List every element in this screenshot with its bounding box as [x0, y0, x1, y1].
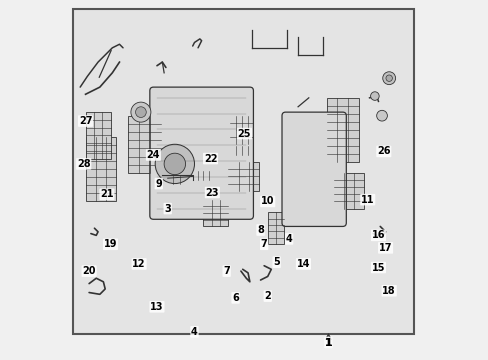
Circle shape: [135, 107, 146, 117]
Text: 17: 17: [378, 243, 391, 253]
Text: 27: 27: [79, 116, 92, 126]
Bar: [333, 173, 364, 208]
Text: 16: 16: [371, 230, 385, 240]
Text: 1: 1: [324, 338, 332, 347]
Bar: [85, 112, 110, 158]
Text: 28: 28: [77, 159, 90, 169]
Circle shape: [131, 102, 151, 122]
FancyBboxPatch shape: [149, 87, 253, 219]
Text: 22: 22: [203, 154, 217, 163]
Text: 18: 18: [382, 286, 395, 296]
Text: 13: 13: [150, 302, 163, 312]
Text: 2: 2: [264, 291, 270, 301]
Text: 21: 21: [100, 189, 114, 199]
Text: 10: 10: [261, 197, 274, 206]
Text: 24: 24: [146, 150, 160, 160]
Text: 1: 1: [325, 338, 331, 347]
Text: 9: 9: [155, 179, 162, 189]
Text: 4: 4: [191, 327, 198, 337]
Bar: [230, 116, 253, 130]
Circle shape: [376, 111, 386, 121]
Text: 14: 14: [296, 259, 309, 269]
Circle shape: [164, 153, 185, 175]
Text: 11: 11: [360, 195, 374, 204]
Bar: [228, 162, 258, 191]
Circle shape: [155, 144, 194, 184]
Text: 6: 6: [232, 293, 239, 303]
Bar: [85, 137, 116, 202]
Bar: [230, 130, 253, 144]
Bar: [192, 171, 214, 180]
Circle shape: [370, 92, 378, 100]
Circle shape: [385, 75, 391, 81]
Text: 26: 26: [376, 147, 390, 157]
Bar: [230, 146, 253, 155]
Text: 19: 19: [103, 239, 117, 249]
Bar: [165, 176, 187, 184]
Text: 3: 3: [164, 203, 171, 213]
FancyBboxPatch shape: [282, 112, 346, 226]
Text: 25: 25: [237, 129, 251, 139]
Text: 5: 5: [273, 257, 280, 267]
Text: 23: 23: [205, 188, 219, 198]
Text: 7: 7: [223, 266, 229, 276]
Text: 20: 20: [82, 266, 96, 276]
Circle shape: [382, 72, 395, 85]
Bar: [267, 212, 283, 244]
Text: 7: 7: [260, 239, 267, 249]
Bar: [128, 116, 160, 173]
Bar: [326, 98, 358, 162]
Text: 8: 8: [257, 225, 264, 235]
Text: 15: 15: [371, 262, 385, 273]
Bar: [203, 200, 228, 226]
Text: 12: 12: [132, 259, 145, 269]
Text: 4: 4: [285, 234, 292, 244]
